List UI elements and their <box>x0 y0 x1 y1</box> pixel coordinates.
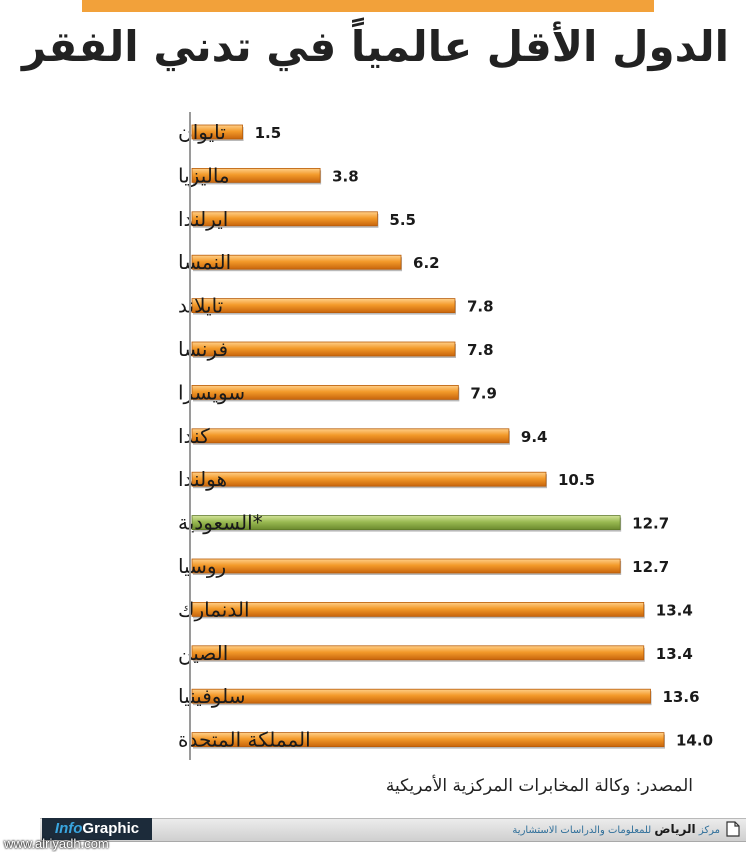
category-label: هولندا <box>178 467 227 491</box>
bar <box>191 645 645 661</box>
category-label: تايوان <box>178 120 226 144</box>
category-label: روسيا <box>178 554 226 578</box>
bar <box>191 471 547 487</box>
category-label: ماليزيا <box>178 163 230 187</box>
bar <box>191 341 456 357</box>
value-label: 10.5 <box>558 471 595 489</box>
bar <box>191 167 321 183</box>
category-label: سلوفينيا <box>178 684 245 708</box>
value-label: 13.6 <box>663 688 700 706</box>
category-label: ايرلندا <box>178 207 228 231</box>
value-label: 13.4 <box>656 601 693 619</box>
category-label: الصين <box>178 641 228 665</box>
source-note: المصدر: وكالة المخابرات المركزية الأمريك… <box>385 776 693 796</box>
value-label: 1.5 <box>255 124 282 142</box>
top-accent-bar <box>82 0 654 12</box>
bar <box>191 298 456 314</box>
footer-center-text: مركز الرياض للمعلومات والدراسات الاستشار… <box>495 820 720 838</box>
footer-center-suffix: للمعلومات والدراسات الاستشارية <box>512 825 652 836</box>
category-label: النمسا <box>178 250 231 274</box>
value-label: 12.7 <box>632 515 669 533</box>
category-label: كندا <box>178 424 210 448</box>
bar <box>191 211 378 227</box>
category-label: الدنمارك <box>178 597 250 621</box>
footer-bar: InfoGraphic www.alriyadh.com مركز الرياض… <box>0 814 751 852</box>
footer-strip <box>40 818 746 842</box>
document-icon <box>726 821 740 837</box>
logo-graphic-text: Graphic <box>82 820 140 837</box>
infographic-logo: InfoGraphic <box>42 818 152 840</box>
bar-highlight <box>191 515 621 530</box>
bar <box>191 124 243 140</box>
bar <box>191 688 651 704</box>
value-label: 3.8 <box>332 167 359 185</box>
category-label: المملكة المتحدة <box>178 728 311 752</box>
category-label: تايلاند <box>178 294 223 318</box>
bar <box>191 602 645 617</box>
watermark-text: www.alriyadh.com <box>4 836 109 851</box>
value-label: 5.5 <box>389 211 416 229</box>
chart-title: الدول الأقل عالمياً في تدني الفقر <box>21 22 730 71</box>
category-label: سويسرا <box>178 380 245 404</box>
value-label: 7.8 <box>467 341 494 359</box>
value-label: 9.4 <box>521 428 548 446</box>
value-label: 14.0 <box>676 732 713 750</box>
value-label: 13.4 <box>656 645 693 663</box>
value-label: 6.2 <box>413 254 440 272</box>
category-label: *السعودية <box>178 511 263 535</box>
bar <box>191 732 665 747</box>
logo-info-text: Info <box>54 820 83 837</box>
value-label: 7.8 <box>467 298 494 316</box>
footer-center-prefix: مركز <box>698 825 720 836</box>
bar <box>191 384 459 400</box>
bar <box>191 428 510 444</box>
category-label: فرنسا <box>178 337 228 361</box>
bar <box>191 558 621 574</box>
value-label: 7.9 <box>470 384 497 402</box>
footer-brand: الرياض <box>654 822 696 836</box>
value-label: 12.7 <box>632 558 669 576</box>
bar <box>191 254 402 270</box>
